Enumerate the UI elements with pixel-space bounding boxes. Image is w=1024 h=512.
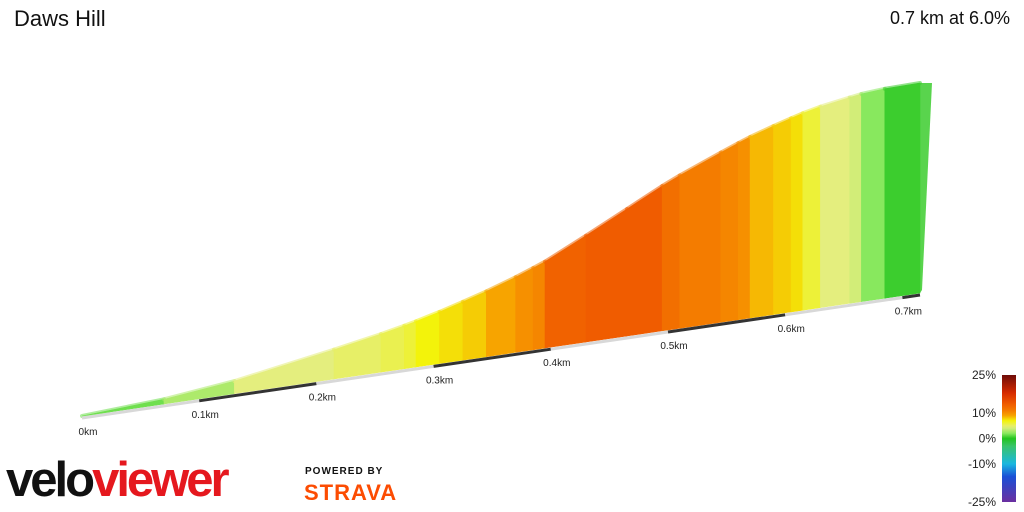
profile-top-edge (882, 81, 922, 91)
baseline-stripe (667, 313, 786, 334)
profile-segment (773, 117, 792, 315)
baseline-stripe (784, 296, 903, 317)
legend-label: -10% (968, 457, 996, 471)
profile-segment (790, 112, 804, 313)
profile-top-edge (847, 92, 864, 100)
profile-segment (884, 82, 921, 299)
profile-segment (403, 320, 417, 370)
x-tick-label: 0km (79, 427, 98, 438)
profile-segment (749, 125, 774, 319)
profile-top-edge (460, 289, 489, 304)
baseline-stripe (81, 399, 200, 420)
profile-top-edge (531, 259, 547, 270)
profile-top-edge (80, 397, 166, 418)
x-tick-label: 0.2km (309, 393, 336, 404)
legend-label: 10% (972, 406, 996, 420)
profile-end-face (920, 83, 932, 293)
profile-top-edge (543, 233, 588, 264)
baseline-stripe (433, 347, 552, 368)
profile-segment (849, 93, 862, 304)
profile-segment (820, 97, 851, 308)
profile-top-edge (484, 275, 518, 294)
profile-segment (544, 235, 587, 349)
legend-label: -25% (968, 495, 996, 509)
profile-segment (532, 261, 546, 351)
profile-top-edge (414, 309, 442, 324)
profile-top-edge (859, 86, 887, 96)
profile-segment (802, 106, 821, 311)
legend-label: 25% (972, 368, 996, 382)
profile-top-edge (437, 299, 465, 314)
profile-top-edge (378, 323, 407, 337)
segment-title: Daws Hill (14, 6, 106, 31)
profile-top-edge (513, 266, 536, 280)
x-tick-label: 0.6km (778, 324, 805, 335)
profile-top-edge (736, 135, 753, 146)
logo-velo: velo (6, 453, 95, 507)
baseline-stripe (198, 382, 317, 403)
profile-top-edge (677, 150, 723, 178)
profile-top-edge (232, 347, 336, 384)
legend-color-bar (1002, 375, 1016, 502)
profile-segments (80, 81, 932, 418)
profile-top-edge (332, 332, 383, 352)
profile-segment (679, 152, 722, 329)
x-tick-label: 0.1km (192, 410, 219, 421)
x-tick-label: 0.3km (426, 375, 453, 386)
baseline-stripe (316, 364, 434, 386)
profile-segment (861, 88, 886, 302)
segment-summary: 0.7 km at 6.0% (889, 8, 1010, 28)
baseline-stripe (550, 330, 669, 351)
profile-top-edge (748, 124, 776, 139)
legend-label: 0% (979, 432, 997, 446)
baseline-stripe (902, 293, 921, 300)
profile-top-edge (584, 207, 629, 238)
profile-top-edge (818, 95, 852, 109)
profile-segment (720, 142, 739, 323)
profile-top-edge (771, 116, 794, 129)
grade-legend: 25% 10% 0% -10% -25% (968, 368, 1016, 509)
profile-top-edge (789, 111, 805, 121)
profile-top-edge (402, 319, 418, 328)
profile-top-edge (660, 173, 682, 188)
x-tick-label: 0.7km (895, 307, 922, 318)
powered-by-text: POWERED BY (305, 466, 384, 477)
x-tick-label: 0.4km (543, 358, 570, 369)
profile-segment (661, 174, 681, 332)
distance-baseline: 0km 0.1km 0.2km 0.3km 0.4km 0.5km 0.6km 0.7km (79, 293, 922, 438)
profile-segment (737, 136, 751, 321)
profile-top-edge (162, 379, 237, 402)
profile-segment (585, 208, 628, 343)
veloviewer-logo: veloviewer (6, 452, 230, 508)
profile-top-edge (800, 104, 823, 116)
profile-segment (515, 267, 534, 353)
profile-segment (626, 185, 663, 337)
strava-logo: STRAVA (304, 480, 398, 505)
logo-viewer: viewer (92, 453, 230, 507)
profile-top-edge (718, 141, 741, 155)
x-tick-label: 0.5km (660, 341, 687, 352)
profile-top-edge (625, 184, 665, 211)
